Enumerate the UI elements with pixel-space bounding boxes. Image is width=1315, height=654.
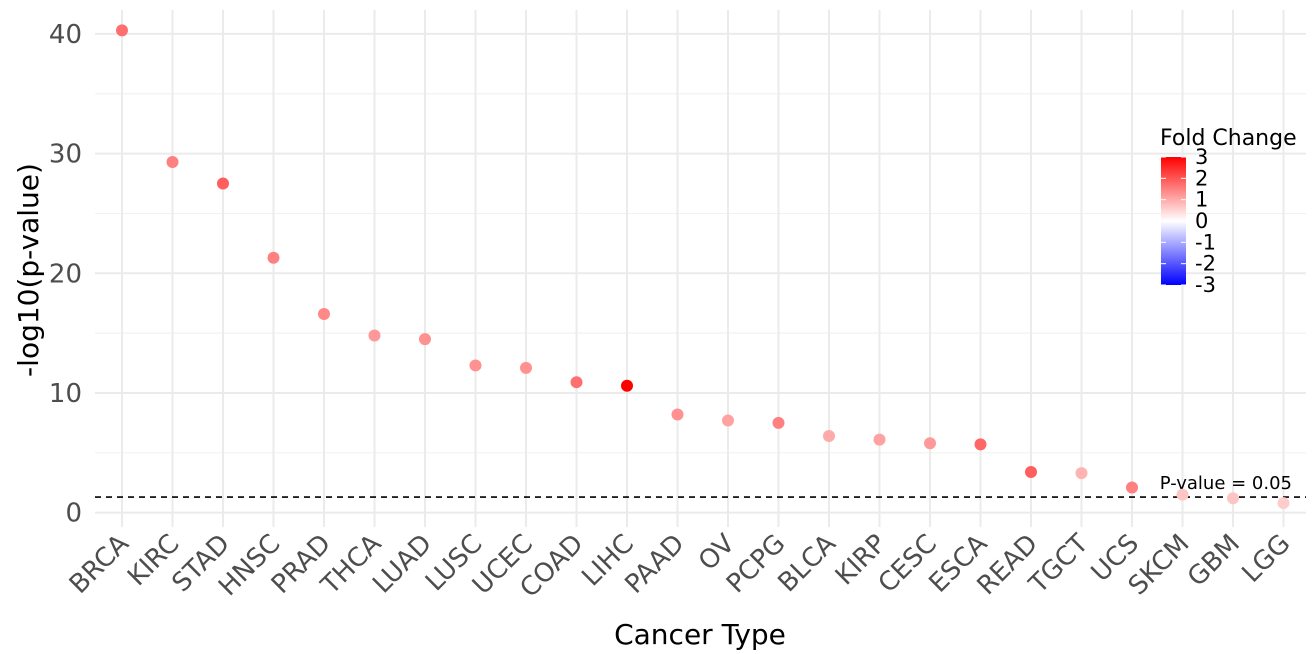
y-tick-label: 10 — [49, 379, 82, 409]
y-tick-labels: 0 10 20 30 40 — [49, 20, 82, 529]
data-point-esca — [974, 438, 987, 451]
legend-label: -2 — [1195, 252, 1216, 276]
data-point-gbm — [1227, 492, 1239, 505]
x-tick-labels: BRCAKIRCSTADHNSCPRADTHCALUADLUSCUCECCOAD… — [64, 529, 1297, 604]
x-tick-label-gbm: GBM — [1182, 529, 1246, 593]
data-point-lihc — [621, 379, 633, 392]
grid-minor — [95, 93, 1306, 454]
legend-label: 0 — [1195, 209, 1208, 233]
legend-label: 2 — [1195, 166, 1208, 190]
data-point-luad — [419, 333, 431, 346]
data-point-skcm — [1176, 488, 1189, 501]
x-tick-label-luad: LUAD — [367, 529, 438, 600]
data-point-ucec — [520, 361, 532, 374]
legend-title: Fold Change — [1160, 126, 1297, 151]
data-point-stad — [217, 177, 229, 190]
data-point-ov — [722, 414, 734, 427]
data-point-kirc — [166, 155, 179, 168]
data-point-ucs — [1126, 481, 1138, 494]
data-point-read — [1025, 465, 1037, 478]
x-tick-label-tgct: TGCT — [1023, 529, 1095, 601]
x-tick-label-cesc: CESC — [873, 529, 943, 599]
data-point-thca — [368, 329, 381, 342]
data-point-coad — [570, 376, 583, 389]
reference-line-label: P-value = 0.05 — [1160, 473, 1292, 494]
data-point-lusc — [469, 359, 482, 372]
y-axis-title: -log10(p-value) — [12, 163, 45, 377]
data-point-hnsc — [267, 251, 280, 264]
data-point-tgct — [1075, 467, 1088, 480]
x-tick-label-paad: PAAD — [619, 529, 690, 600]
x-axis-title: Cancer Type — [614, 618, 786, 651]
y-tick-label: 0 — [65, 499, 82, 529]
x-tick-label-blca: BLCA — [772, 529, 842, 599]
data-points — [116, 24, 1290, 510]
data-point-pcpg — [772, 416, 785, 429]
x-tick-label-pcpg: PCPG — [721, 529, 791, 599]
reference-line-group: P-value = 0.05 — [95, 473, 1306, 498]
data-point-cesc — [924, 437, 936, 450]
x-tick-label-brca: BRCA — [64, 529, 135, 600]
y-tick-label: 40 — [49, 20, 82, 50]
data-point-lgg — [1277, 497, 1290, 510]
data-point-kirp — [873, 433, 886, 446]
legend-label: 1 — [1195, 188, 1208, 212]
x-tick-label-lgg: LGG — [1237, 529, 1297, 589]
data-point-paad — [671, 408, 684, 421]
y-tick-label: 20 — [49, 259, 82, 289]
legend-label: 3 — [1195, 145, 1208, 169]
data-point-brca — [116, 24, 128, 37]
data-point-prad — [318, 307, 330, 320]
data-point-blca — [823, 430, 835, 443]
legend-label: -1 — [1195, 230, 1216, 254]
grid-major — [95, 10, 1306, 527]
legend-label: -3 — [1195, 273, 1216, 297]
y-tick-label: 30 — [49, 140, 82, 170]
